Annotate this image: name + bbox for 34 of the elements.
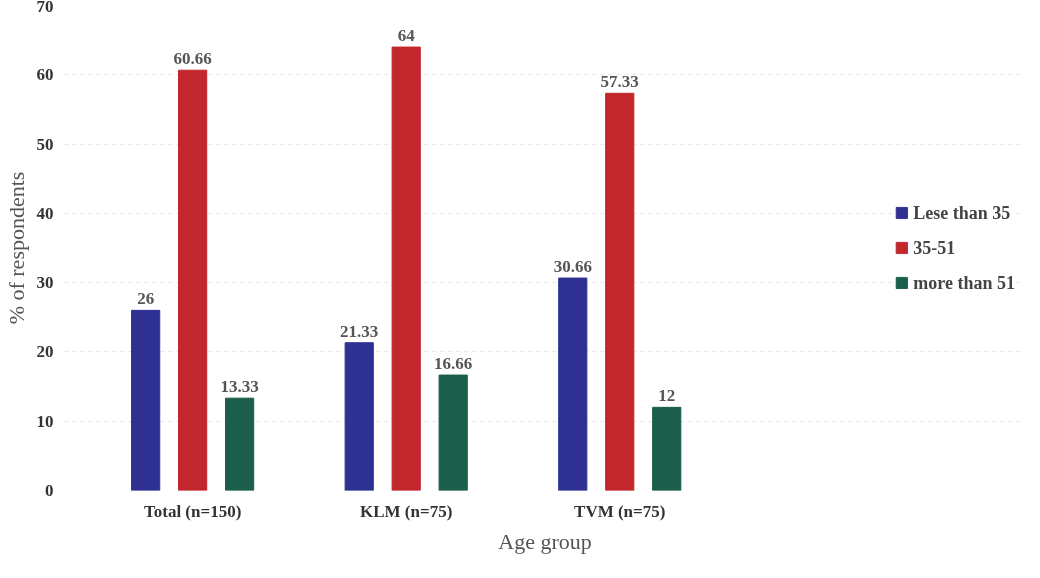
y-tick-label: 70 (36, 0, 54, 16)
legend-label: Lese than 35 (913, 202, 1011, 223)
bar (131, 309, 161, 491)
bar (225, 397, 255, 491)
legend-label: more than 51 (913, 272, 1015, 293)
bar (605, 92, 635, 491)
y-tick-label: 20 (36, 342, 54, 362)
x-axis-title: Age group (498, 528, 592, 554)
data-label: 64 (397, 26, 416, 46)
bar (344, 342, 374, 491)
bar (178, 69, 208, 491)
y-tick-label: 0 (45, 481, 54, 500)
data-label: 21.33 (340, 321, 379, 341)
x-tick-label: KLM (n=75) (360, 501, 453, 521)
data-label: 13.33 (220, 377, 259, 397)
bar (652, 406, 682, 491)
bar (438, 374, 468, 491)
x-tick-label: Total (n=150) (143, 501, 242, 521)
bar (391, 46, 421, 491)
data-label: 26 (137, 289, 155, 309)
y-tick-label: 40 (36, 203, 54, 223)
bar (558, 277, 588, 491)
data-label: 30.66 (553, 257, 592, 277)
y-axis-title: % of respondents (3, 171, 29, 325)
data-label: 57.33 (600, 72, 639, 92)
y-tick-label: 30 (36, 273, 54, 293)
y-tick-label: 10 (36, 411, 54, 431)
x-tick-label: TVM (n=75) (574, 501, 666, 521)
data-label: 12 (658, 386, 676, 406)
data-label: 16.66 (434, 354, 473, 374)
legend-label: 35-51 (913, 237, 956, 258)
data-label: 60.66 (173, 49, 212, 69)
y-tick-label: 50 (36, 134, 54, 154)
y-tick-label: 60 (36, 65, 54, 85)
